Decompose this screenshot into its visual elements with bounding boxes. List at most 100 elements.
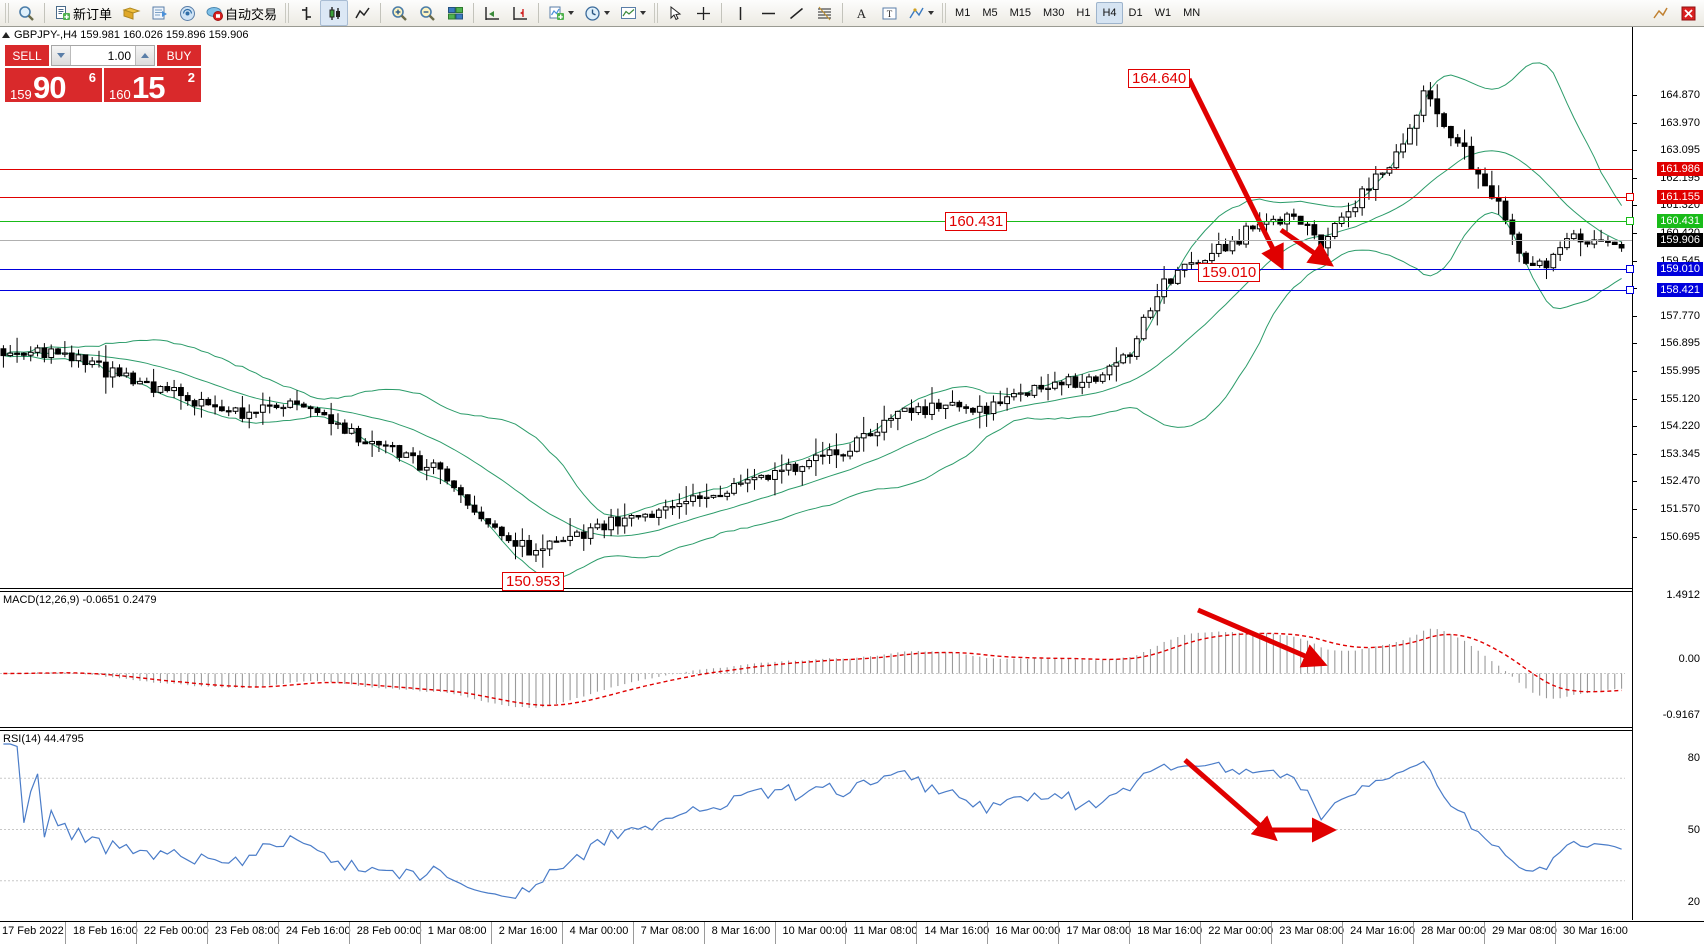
buy-price-button[interactable]: 160 15 2 xyxy=(103,67,202,103)
timeframe-h1[interactable]: H1 xyxy=(1076,7,1091,19)
toolbar-grip-3[interactable] xyxy=(654,3,659,23)
time-axis[interactable]: 17 Feb 2022 18 Feb 16:00 22 Feb 00:00 23 Fe… xyxy=(0,921,1704,944)
vertical-line-icon[interactable] xyxy=(726,0,754,26)
candlestick xyxy=(1345,202,1352,228)
annotation-159010[interactable]: 159.010 xyxy=(1198,263,1261,282)
level-handle-160431[interactable] xyxy=(1626,217,1634,225)
level-line-158421[interactable] xyxy=(0,290,1632,291)
candlestick xyxy=(526,534,533,556)
tile-windows-icon[interactable] xyxy=(441,0,469,26)
one-click-trade-panel[interactable]: SELL 1.00 BUY 159 90 6 160 15 2 xyxy=(4,44,202,103)
expand-triangle-icon[interactable] xyxy=(2,32,10,39)
cursor-icon[interactable] xyxy=(661,0,689,26)
candlestick xyxy=(731,477,737,496)
timeframe-m5[interactable]: M5 xyxy=(982,7,998,19)
new-order-button[interactable]: 新订单 xyxy=(49,0,117,26)
volume-value[interactable]: 1.00 xyxy=(107,48,131,63)
candlestick xyxy=(150,368,157,398)
sell-button-label[interactable]: SELL xyxy=(4,44,50,67)
candlestick xyxy=(1379,172,1386,178)
bollinger-band-middle xyxy=(3,150,1622,537)
level-handle-161155[interactable] xyxy=(1626,193,1634,201)
horizontal-line-icon[interactable] xyxy=(754,0,782,26)
candlestick xyxy=(137,377,143,385)
candlestick xyxy=(34,344,41,357)
timeframe-h4[interactable]: H4 xyxy=(1096,2,1123,24)
timeframe-m15[interactable]: M15 xyxy=(1009,7,1031,19)
level-handle-158421[interactable] xyxy=(1626,286,1634,294)
price-tick-mark xyxy=(1633,426,1637,428)
sell-price-button[interactable]: 159 90 6 xyxy=(4,67,103,103)
volume-increase-button[interactable] xyxy=(135,46,154,65)
macd-signal-line xyxy=(3,632,1622,707)
candlestick xyxy=(7,345,14,357)
down-arrow-main[interactable] xyxy=(1186,77,1284,271)
annotation-150953[interactable]: 150.953 xyxy=(502,572,565,591)
candlestick xyxy=(1359,186,1366,216)
time-tick-label-14: 16 Mar 00:00 xyxy=(995,925,1061,937)
trendline-icon[interactable] xyxy=(782,0,810,26)
text-icon[interactable]: A xyxy=(847,0,875,26)
chart-shift-icon[interactable] xyxy=(506,0,534,26)
chevron-down-icon-2[interactable] xyxy=(604,11,611,15)
label-icon[interactable]: T xyxy=(875,0,903,26)
price-tick-mark xyxy=(1633,95,1637,96)
candlestick xyxy=(1038,376,1045,393)
toolbar-grip[interactable] xyxy=(5,3,9,23)
price-tick-label-0: 164.870 xyxy=(1660,89,1700,101)
candlestick xyxy=(963,404,970,414)
close-icon[interactable] xyxy=(1674,0,1702,26)
candlestick xyxy=(348,423,355,435)
price-axis[interactable]: 164.870163.970163.095162.195161.320160.4… xyxy=(1632,27,1704,920)
annotation-164640[interactable]: 164.640 xyxy=(1128,69,1191,88)
chevron-down-icon-4[interactable] xyxy=(928,11,935,15)
volume-decrease-button[interactable] xyxy=(52,46,71,65)
bar-chart-icon[interactable] xyxy=(292,0,320,26)
toolbar-grip-2[interactable] xyxy=(285,3,290,23)
candlestick-chart-icon[interactable] xyxy=(320,0,349,26)
price-tick-mark xyxy=(1633,453,1637,455)
signals-icon[interactable] xyxy=(173,0,201,26)
help-icon[interactable] xyxy=(1646,0,1674,26)
chevron-down-icon[interactable] xyxy=(568,11,575,15)
zoom-in-icon[interactable] xyxy=(385,0,413,26)
fibonacci-icon[interactable] xyxy=(810,0,838,26)
timeframe-m1[interactable]: M1 xyxy=(955,7,971,19)
zoom-out-icon[interactable] xyxy=(413,0,441,26)
level-line-159010[interactable] xyxy=(0,269,1632,270)
time-tick-separator xyxy=(1271,922,1273,944)
macd-down-arrow[interactable] xyxy=(1197,607,1328,668)
line-chart-icon[interactable] xyxy=(348,0,376,26)
search-icon[interactable] xyxy=(12,0,40,26)
shapes-button[interactable] xyxy=(903,0,939,26)
period-button[interactable] xyxy=(579,0,615,26)
chevron-down-icon-3[interactable] xyxy=(640,11,647,15)
toolbar-grip-4[interactable] xyxy=(942,3,947,23)
timeframe-d1[interactable]: D1 xyxy=(1128,7,1143,19)
publish-icon[interactable] xyxy=(145,0,173,26)
candlestick xyxy=(662,499,669,519)
timeframe-mn[interactable]: MN xyxy=(1183,7,1201,19)
annotation-160431[interactable]: 160.431 xyxy=(945,212,1008,231)
candlestick xyxy=(806,458,812,470)
chart-window[interactable]: GBPJPY-,H4 159.981 160.026 159.896 159.9… xyxy=(0,27,1704,944)
level-line-160431[interactable] xyxy=(0,221,1632,222)
timeframe-m30[interactable]: M30 xyxy=(1043,7,1065,19)
indicators-button[interactable] xyxy=(543,0,579,26)
crosshair-icon[interactable] xyxy=(689,0,717,26)
volume-stepper[interactable]: 1.00 xyxy=(51,45,155,66)
time-tick-separator xyxy=(774,922,776,944)
level-handle-159010[interactable] xyxy=(1626,265,1634,273)
level-line-161986[interactable] xyxy=(0,169,1632,170)
folder-icon[interactable] xyxy=(117,0,145,26)
templates-button[interactable] xyxy=(615,0,651,26)
candlestick xyxy=(382,440,389,454)
buy-button-label[interactable]: BUY xyxy=(156,44,202,67)
rsi-down-arrow[interactable] xyxy=(1183,758,1278,842)
down-arrow-secondary[interactable] xyxy=(1279,227,1334,267)
candlestick xyxy=(369,430,376,457)
scroll-end-icon[interactable] xyxy=(478,0,506,26)
timeframe-w1[interactable]: W1 xyxy=(1154,7,1172,19)
auto-trading-button[interactable]: 自动交易 xyxy=(201,0,282,26)
level-line-161155[interactable] xyxy=(0,197,1632,198)
